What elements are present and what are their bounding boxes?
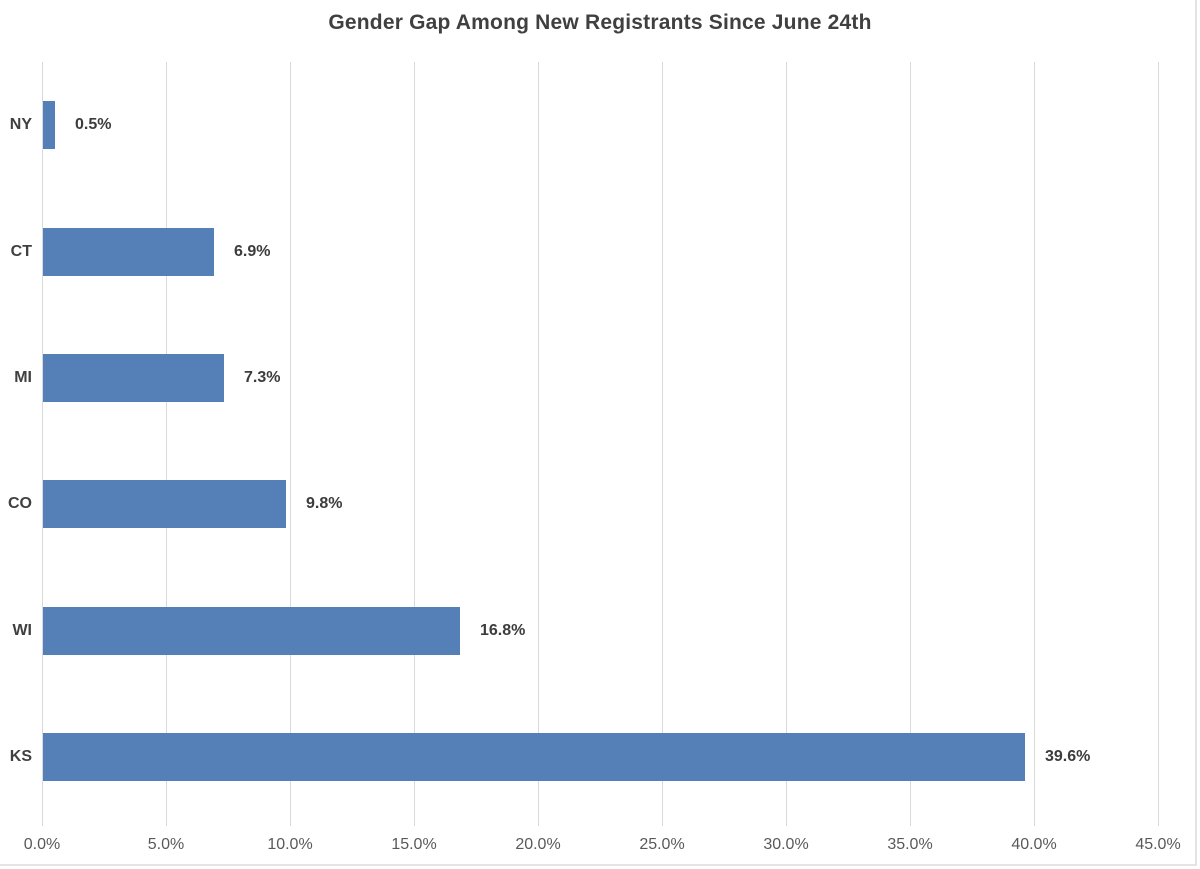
- frame-right-border: [1195, 0, 1197, 866]
- gridline: [662, 62, 663, 826]
- x-tick-label: 20.0%: [515, 836, 561, 853]
- gridline: [1158, 62, 1159, 826]
- category-label-ny: NY: [9, 116, 32, 133]
- value-label-wi: 16.8%: [480, 622, 526, 639]
- gridline: [166, 62, 167, 826]
- gridline: [414, 62, 415, 826]
- gridline: [538, 62, 539, 826]
- x-tick-label: 25.0%: [639, 836, 685, 853]
- x-axis: 0.0% 5.0% 10.0% 15.0% 20.0% 25.0% 30.0% 35.0% 40…: [0, 832, 1200, 856]
- x-tick-label: 5.0%: [147, 836, 185, 853]
- frame-bottom-border: [0, 864, 1196, 866]
- value-label-ks: 39.6%: [1045, 748, 1091, 765]
- value-label-ct: 6.9%: [234, 243, 271, 260]
- category-label-ks: KS: [9, 748, 32, 765]
- bar-ks: [43, 733, 1025, 781]
- gridline: [1034, 62, 1035, 826]
- gridline: [290, 62, 291, 826]
- gridline: [786, 62, 787, 826]
- category-label-wi: WI: [12, 622, 32, 639]
- chart-title: Gender Gap Among New Registrants Since J…: [328, 11, 872, 34]
- x-tick-label: 10.0%: [267, 836, 313, 853]
- gridline: [910, 62, 911, 826]
- x-tick-label: 35.0%: [887, 836, 933, 853]
- bar-mi: [43, 354, 224, 402]
- category-label-co: CO: [8, 495, 32, 512]
- bar-wi: [43, 607, 460, 655]
- category-label-mi: MI: [14, 369, 32, 386]
- value-label-mi: 7.3%: [244, 369, 281, 386]
- category-label-ct: CT: [10, 243, 32, 260]
- x-tick-label: 0.0%: [23, 836, 61, 853]
- plot-area: 0.5% 6.9% 7.3% 9.8% 16.8% 39.6%: [42, 62, 1159, 826]
- bar-ny: [43, 101, 55, 149]
- value-label-co: 9.8%: [306, 495, 343, 512]
- x-tick-label: 30.0%: [763, 836, 809, 853]
- bar-ct: [43, 228, 214, 276]
- x-tick-label: 15.0%: [391, 836, 437, 853]
- value-label-ny: 0.5%: [75, 116, 112, 133]
- x-tick-label: 40.0%: [1011, 836, 1057, 853]
- bar-co: [43, 480, 286, 528]
- x-tick-label: 45.0%: [1135, 836, 1181, 853]
- gridline: [42, 62, 43, 826]
